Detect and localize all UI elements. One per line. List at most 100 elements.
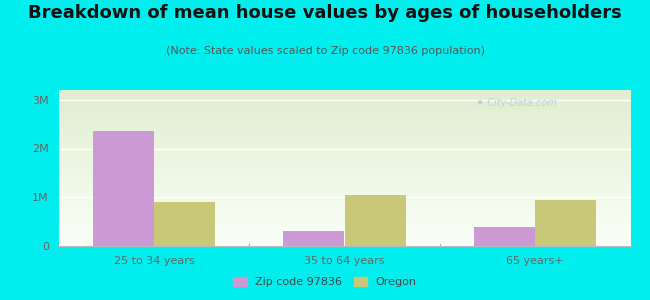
- Bar: [58, 108, 630, 109]
- Bar: [58, 151, 630, 152]
- Bar: [58, 142, 630, 143]
- Bar: [58, 197, 630, 198]
- Bar: [58, 202, 630, 203]
- Bar: [58, 121, 630, 122]
- Bar: [58, 236, 630, 237]
- Bar: [535, 200, 596, 246]
- Bar: [58, 98, 630, 99]
- Bar: [58, 193, 630, 194]
- Bar: [58, 210, 630, 211]
- Bar: [58, 150, 630, 151]
- Bar: [58, 114, 630, 115]
- Bar: [58, 99, 630, 100]
- Bar: [58, 185, 630, 186]
- Bar: [58, 164, 630, 165]
- Bar: [58, 240, 630, 241]
- Bar: [58, 226, 630, 227]
- Bar: [58, 223, 630, 224]
- Bar: [58, 198, 630, 199]
- Bar: [58, 216, 630, 217]
- Bar: [58, 184, 630, 185]
- Bar: [58, 170, 630, 171]
- Bar: [58, 133, 630, 134]
- Bar: [58, 239, 630, 240]
- Bar: [58, 161, 630, 162]
- Bar: [58, 189, 630, 190]
- Bar: [58, 143, 630, 144]
- Bar: [58, 154, 630, 155]
- Bar: [58, 178, 630, 179]
- Bar: [58, 144, 630, 145]
- Bar: [58, 158, 630, 159]
- Bar: [58, 169, 630, 170]
- Bar: [58, 201, 630, 202]
- Bar: [58, 97, 630, 98]
- Bar: [58, 122, 630, 123]
- Bar: [58, 118, 630, 119]
- Bar: [58, 172, 630, 173]
- Bar: [58, 234, 630, 235]
- Bar: [58, 124, 630, 125]
- Bar: [58, 96, 630, 97]
- Bar: [58, 100, 630, 101]
- Bar: [58, 173, 630, 174]
- Bar: [58, 221, 630, 222]
- Bar: [58, 140, 630, 141]
- Bar: [58, 194, 630, 195]
- Bar: [58, 209, 630, 210]
- Bar: [58, 104, 630, 105]
- Bar: [58, 138, 630, 139]
- Bar: [58, 204, 630, 205]
- Bar: [58, 195, 630, 196]
- Text: ⚫ City-Data.com: ⚫ City-Data.com: [476, 98, 557, 108]
- Bar: [58, 176, 630, 177]
- Bar: [58, 113, 630, 114]
- Bar: [58, 237, 630, 238]
- Bar: [58, 139, 630, 140]
- Bar: [58, 200, 630, 201]
- Bar: [58, 115, 630, 116]
- Bar: [58, 206, 630, 207]
- Bar: [58, 95, 630, 96]
- Bar: [58, 229, 630, 230]
- Bar: [58, 168, 630, 169]
- Bar: [58, 152, 630, 153]
- Bar: [58, 243, 630, 244]
- Bar: [58, 112, 630, 113]
- Bar: [58, 205, 630, 206]
- Bar: [58, 215, 630, 216]
- Bar: [58, 163, 630, 164]
- Bar: [58, 214, 630, 215]
- Bar: [58, 222, 630, 223]
- Bar: [58, 162, 630, 163]
- Bar: [58, 119, 630, 120]
- Bar: [58, 181, 630, 182]
- Bar: [58, 227, 630, 228]
- Bar: [58, 233, 630, 234]
- Bar: [58, 230, 630, 231]
- Bar: [58, 102, 630, 103]
- Bar: [58, 166, 630, 167]
- Bar: [154, 202, 215, 246]
- Bar: [58, 192, 630, 193]
- Bar: [58, 212, 630, 213]
- Bar: [58, 153, 630, 154]
- Bar: [58, 211, 630, 212]
- Bar: [58, 177, 630, 178]
- Bar: [58, 238, 630, 239]
- Bar: [58, 182, 630, 183]
- Bar: [58, 127, 630, 128]
- Bar: [58, 90, 630, 91]
- Bar: [58, 105, 630, 106]
- Bar: [344, 195, 406, 246]
- Bar: [58, 157, 630, 158]
- Bar: [58, 92, 630, 93]
- Bar: [474, 226, 535, 246]
- Bar: [58, 228, 630, 229]
- Bar: [58, 125, 630, 126]
- Text: (Note: State values scaled to Zip code 97836 population): (Note: State values scaled to Zip code 9…: [166, 46, 484, 56]
- Bar: [58, 101, 630, 102]
- Bar: [58, 188, 630, 189]
- Bar: [58, 120, 630, 121]
- Bar: [58, 146, 630, 147]
